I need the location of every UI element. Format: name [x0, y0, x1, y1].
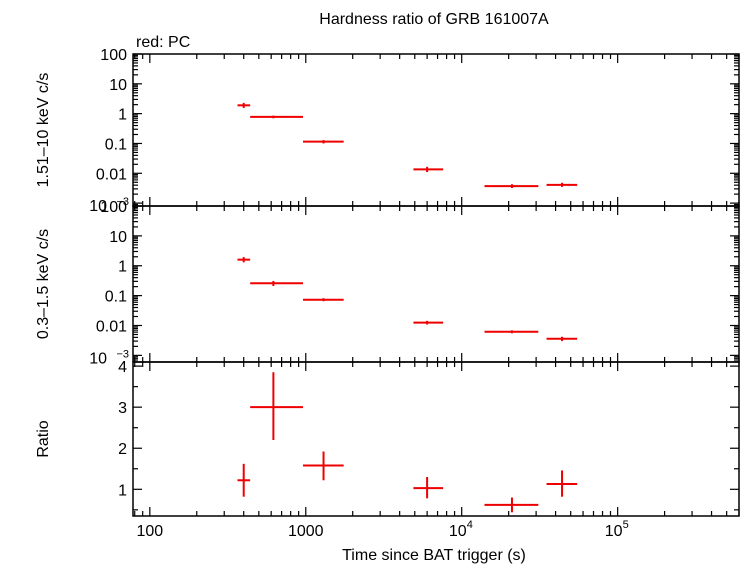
data-point: [303, 451, 344, 481]
data-point: [237, 257, 251, 263]
y-tick-label: 10: [109, 77, 127, 94]
chart-title: Hardness ratio of GRB 161007A: [319, 11, 549, 28]
data-point: [237, 463, 251, 497]
panel-frame: [132, 53, 740, 207]
data-point: [303, 140, 344, 144]
data-point: [303, 298, 344, 302]
y-tick-label: 0.1: [105, 136, 127, 153]
y-tick-label: 100: [100, 199, 127, 216]
x-tick-label: 100: [136, 523, 163, 540]
x-tick-label-exponent: 5: [623, 519, 629, 531]
y-tick-label: 10: [109, 229, 127, 246]
y-tick-label: 10: [89, 198, 107, 215]
x-tick-label: 10: [449, 523, 467, 540]
legend-label: red: PC: [136, 34, 190, 51]
y-tick-label: 0.01: [96, 166, 127, 183]
y-tick-label: 3: [118, 400, 127, 417]
data-point: [413, 166, 444, 173]
data-point: [413, 476, 444, 499]
y-tick-label: 1: [118, 107, 127, 124]
data-point: [484, 330, 539, 334]
y-tick-label-exponent: −3: [116, 196, 129, 208]
x-tick-label: 10: [605, 523, 623, 540]
data-point: [546, 470, 578, 497]
y-tick-label: 1: [118, 259, 127, 276]
x-tick-label-exponent: 4: [467, 519, 473, 531]
data-point: [250, 372, 304, 441]
data-point: [546, 182, 578, 187]
y-axis-label: Ratio: [35, 420, 52, 457]
y-axis-label: 1.51–10 keV c/s: [35, 73, 52, 188]
x-tick-label: 1000: [288, 523, 324, 540]
data-point: [484, 184, 539, 189]
data-point: [484, 497, 539, 513]
data-point: [250, 115, 304, 119]
data-point: [237, 102, 251, 108]
data-point: [250, 280, 304, 286]
y-tick-label: 0.01: [96, 318, 127, 335]
data-point: [546, 336, 578, 342]
y-tick-label: 0.1: [105, 289, 127, 306]
data-point: [413, 320, 444, 325]
y-tick-label: 100: [100, 47, 127, 64]
panel-frame: [132, 205, 740, 363]
y-axis-label: 0.3–1.5 keV c/s: [35, 229, 52, 339]
y-tick-label: 1: [118, 482, 127, 499]
y-tick-label: 10: [89, 350, 107, 367]
x-axis-label: Time since BAT trigger (s): [342, 547, 526, 564]
y-tick-label: 2: [118, 441, 127, 458]
y-tick-label: 4: [118, 359, 127, 376]
y-tick-label-exponent: −3: [116, 348, 129, 360]
panel-frame: [132, 361, 740, 517]
panel-ratio: 1 2 3 4 Ratio: [35, 359, 740, 517]
